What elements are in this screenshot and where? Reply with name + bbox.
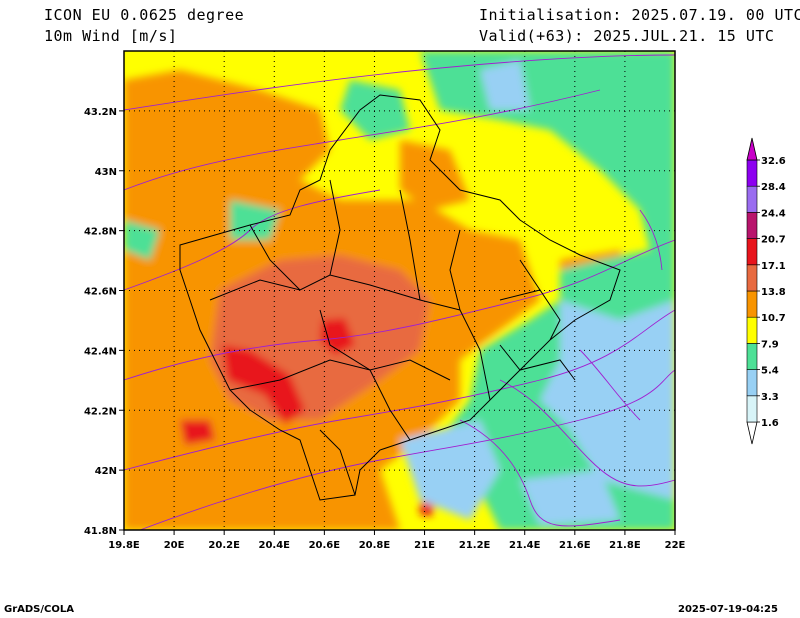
colorbar-label: 20.7 [761,235,786,246]
zone-red-2 [320,318,355,355]
border-region [329,179,341,276]
streamline [139,369,675,530]
zone-green-w [124,220,160,260]
streamline [124,189,381,291]
x-tick-label: 20.4E [259,540,291,551]
footer-right: 2025-07-19-04:25 [678,604,778,615]
y-tick-label: 41.8N [84,526,117,537]
colorbar-label: 3.3 [761,392,779,403]
colorbar-swatch [746,316,758,344]
x-tick-label: 20.2E [208,540,240,551]
streamline [499,379,675,487]
colorbar-swatch [746,369,758,397]
grid [124,51,675,530]
colorbar-bottom-arrow [746,421,758,445]
colorbar-swatch [746,290,758,318]
streamlines [124,54,675,530]
x-tick-label: 20E [164,540,185,551]
x-tick-label: 21E [414,540,435,551]
footer-left: GrADS/COLA [4,604,74,615]
streamline [639,209,663,271]
border-outline [179,94,621,501]
zone-green-nw [340,80,410,140]
init-time: Initialisation: 2025.07.19. 00 UTC [479,6,800,24]
x-tick-label: 21.2E [459,540,491,551]
colorbar-swatch [746,212,758,239]
zone-blue-se [520,470,620,525]
y-tick-label: 42.6N [84,287,117,298]
colorbar-swatch [746,264,758,292]
zone-green-left [230,200,280,240]
streamline [459,419,621,527]
zone-red-1 [222,345,305,425]
border-region [399,189,421,301]
colorbar-swatch [746,238,758,266]
y-axis: 41.8N 42N 42.2N 42.4N 42.6N 42.8N 43N 43.2N [84,107,124,537]
zone-red-4 [420,502,435,516]
colorbar-swatch [746,343,758,370]
colorbar-label: 1.6 [761,418,779,429]
zone-orange-north [400,140,470,210]
y-tick-label: 42N [95,466,117,477]
colorbar-label: 13.8 [761,287,786,298]
x-tick-label: 20.6E [309,540,341,551]
y-tick-label: 42.8N [84,227,117,238]
x-tick-label: 19.8E [108,540,140,551]
colorbar-label: 32.6 [761,156,786,167]
border-region [319,429,356,496]
y-tick-label: 42.4N [84,346,117,357]
colorbar-swatch [746,159,758,187]
streamline [124,54,675,111]
border-region [249,224,301,291]
colorbar-swatch [746,395,758,423]
variable-title: 10m Wind [m/s] [44,27,178,45]
y-tick-label: 43.2N [84,107,117,118]
streamline [579,349,641,421]
colorbar-label: 17.1 [761,261,786,272]
border-region [499,344,576,381]
colorbar-label: 28.4 [761,182,786,193]
border-region [519,259,541,291]
x-tick-label: 21.4E [509,540,541,551]
colorbar-label: 10.7 [761,313,786,324]
border-region [229,359,451,391]
valid-time: Valid(+63): 2025.JUL.21. 15 UTC [479,27,775,45]
zone-blue-east [540,300,675,500]
x-axis: 19.8E 20E 20.2E 20.4E 20.6E 20.8E 21E 21.2E 21.4… [108,530,686,551]
y-tick-label: 43N [95,167,117,178]
zone-orange-sw [124,400,200,490]
colorbar-label: 24.4 [761,208,786,219]
x-tick-label: 20.8E [359,540,391,551]
streamline [124,239,675,381]
colorbar-top-arrow [746,137,758,161]
admin-borders [179,94,621,501]
streamline [124,89,601,191]
border-region [499,289,561,341]
zone-red-3 [180,420,215,445]
colorbar-swatch [746,185,758,213]
zone-blue-ne [480,60,530,110]
border-region [449,229,491,401]
x-tick-label: 21.6E [559,540,591,551]
border-region [319,309,411,441]
x-tick-label: 22E [665,540,686,551]
streamline [124,309,675,471]
x-tick-label: 21.8E [609,540,641,551]
colorbar: 1.6 3.3 5.4 7.9 10.7 13.8 17.1 20.7 24.4 28.4 32.6 [746,137,786,445]
y-tick-label: 42.2N [84,406,117,417]
colorbar-label: 7.9 [761,339,779,350]
model-title: ICON EU 0.0625 degree [44,6,245,24]
colorbar-label: 5.4 [761,366,779,377]
